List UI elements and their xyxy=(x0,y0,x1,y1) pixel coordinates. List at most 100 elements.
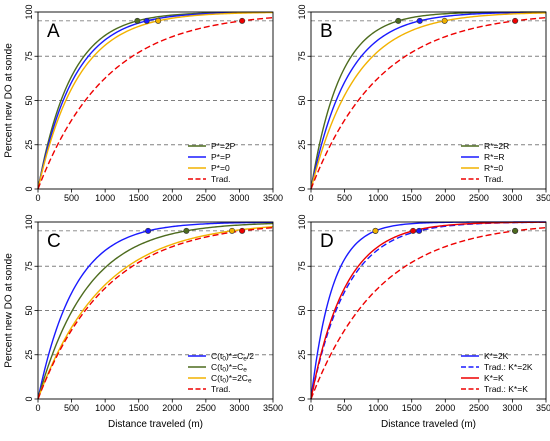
legend-label-part: Trad. xyxy=(211,384,231,394)
marker-95-3 xyxy=(229,227,236,234)
y-tick-label: 0 xyxy=(24,186,34,191)
marker-95-4 xyxy=(512,17,519,24)
marker-95-1 xyxy=(395,17,402,24)
x-tick-label: 500 xyxy=(64,193,79,203)
legend-label: Trad. xyxy=(484,174,504,184)
legend-label: P*=0 xyxy=(211,163,230,173)
y-tick-label: 25 xyxy=(24,350,34,360)
legend-label-part: )*=C xyxy=(226,362,243,372)
panel-label: C xyxy=(47,231,61,252)
legend-label: Trad. xyxy=(211,174,231,184)
y-tick-label: 75 xyxy=(24,51,34,61)
marker-95-extra-1 xyxy=(372,227,379,234)
x-tick-label: 2500 xyxy=(196,193,216,203)
panel-b: 0 500 1000 1500 2000 2500 3000 3500 0 25 50 75 100 B R… xyxy=(297,4,550,203)
legend-label: Trad.: K*=K xyxy=(484,384,528,394)
x-tick-label: 3500 xyxy=(536,193,550,203)
legend-label: K*=2K xyxy=(484,351,509,361)
marker-95-3 xyxy=(410,227,417,234)
x-tick-label: 3000 xyxy=(502,403,522,413)
legend-label-part: C(t xyxy=(211,373,223,383)
x-tick-label: 3500 xyxy=(536,403,550,413)
series-line-2 xyxy=(37,222,274,400)
x-tick-label: 0 xyxy=(308,193,313,203)
marker-95-4 xyxy=(239,17,246,24)
legend-label: P*=P xyxy=(211,152,231,162)
x-tick-label: 2000 xyxy=(435,193,455,203)
y-tick-label: 25 xyxy=(297,350,307,360)
y-axis-title: Percent new DO at sonde xyxy=(4,43,15,158)
x-tick-label: 3000 xyxy=(229,193,249,203)
x-tick-label: 1500 xyxy=(402,403,422,413)
marker-95-2 xyxy=(143,17,150,24)
marker-95-1 xyxy=(145,227,152,234)
y-tick-label: 100 xyxy=(24,214,34,229)
series-line-4 xyxy=(310,226,547,400)
legend-label-part: 0 xyxy=(222,366,226,373)
panel-label: B xyxy=(320,21,333,42)
y-tick-label: 100 xyxy=(24,4,34,19)
x-tick-label: 1000 xyxy=(95,403,115,413)
marker-95-3 xyxy=(155,17,162,24)
y-tick-label: 75 xyxy=(24,261,34,271)
legend-label: C(t0)*=2Ce xyxy=(211,373,252,384)
x-axis-title: Distance traveled (m) xyxy=(381,419,476,430)
series-line-3 xyxy=(310,221,547,400)
marker-95-extra-2 xyxy=(512,227,519,234)
x-tick-label: 1500 xyxy=(129,403,149,413)
legend-label-part: e xyxy=(248,377,252,384)
marker-95-2 xyxy=(416,227,423,234)
y-tick-label: 0 xyxy=(297,186,307,191)
panel-d: 0 500 1000 1500 2000 2500 3000 3500 0 25 50 75 100 Di… xyxy=(297,214,550,430)
marker-95-1 xyxy=(134,17,141,24)
x-tick-label: 3000 xyxy=(502,193,522,203)
panel-label: A xyxy=(47,21,60,42)
y-tick-label: 75 xyxy=(297,51,307,61)
x-tick-label: 3500 xyxy=(263,193,283,203)
x-tick-label: 2000 xyxy=(162,193,182,203)
y-tick-label: 50 xyxy=(24,305,34,315)
legend-label-part: )*=2C xyxy=(226,373,248,383)
legend-label: R*=R xyxy=(484,152,505,162)
y-tick-label: 0 xyxy=(24,396,34,401)
legend-label-part: /2 xyxy=(247,351,254,361)
x-tick-label: 1000 xyxy=(368,403,388,413)
y-tick-label: 25 xyxy=(24,140,34,150)
x-tick-label: 1500 xyxy=(402,193,422,203)
legend-label: C(t0)*=Ce/2 xyxy=(211,351,254,362)
y-tick-label: 25 xyxy=(297,140,307,150)
legend-label: P*=2P xyxy=(211,141,236,151)
legend-label-part: )*=C xyxy=(226,351,243,361)
series-line-2 xyxy=(310,11,547,190)
y-tick-label: 75 xyxy=(297,261,307,271)
panels: 0 500 1000 1500 2000 2500 3000 35000255075100Pe… xyxy=(4,4,550,430)
legend-label: Trad.: K*=2K xyxy=(484,362,533,372)
series-line-4 xyxy=(37,16,274,190)
series-line-3 xyxy=(310,12,547,190)
x-tick-label: 0 xyxy=(35,403,40,413)
y-tick-label: 50 xyxy=(297,305,307,315)
y-tick-label: 100 xyxy=(297,4,307,19)
x-tick-label: 500 xyxy=(64,403,79,413)
x-tick-label: 0 xyxy=(35,193,40,203)
legend-label-part: e xyxy=(243,355,247,362)
y-tick-label: 100 xyxy=(297,214,307,229)
panel-c: 0 500 1000 1500 2000 2500 3000 3500 0 25 50 75 100 Pe… xyxy=(4,214,284,430)
x-tick-label: 1000 xyxy=(95,193,115,203)
series-line-1 xyxy=(37,221,274,400)
x-tick-label: 0 xyxy=(308,403,313,413)
legend-label: K*=K xyxy=(484,373,504,383)
x-tick-label: 1500 xyxy=(129,193,149,203)
x-tick-label: 2000 xyxy=(162,403,182,413)
panel-label: D xyxy=(320,231,334,252)
marker-95-3 xyxy=(441,17,448,24)
legend-label: R*=0 xyxy=(484,163,503,173)
x-tick-label: 500 xyxy=(337,193,352,203)
marker-95-4 xyxy=(239,227,246,234)
y-tick-label: 50 xyxy=(24,95,34,105)
legend-label-part: C(t xyxy=(211,351,223,361)
x-tick-label: 2500 xyxy=(196,403,216,413)
legend-label: C(t0)*=Ce xyxy=(211,362,247,373)
legend-label: R*=2R xyxy=(484,141,509,151)
